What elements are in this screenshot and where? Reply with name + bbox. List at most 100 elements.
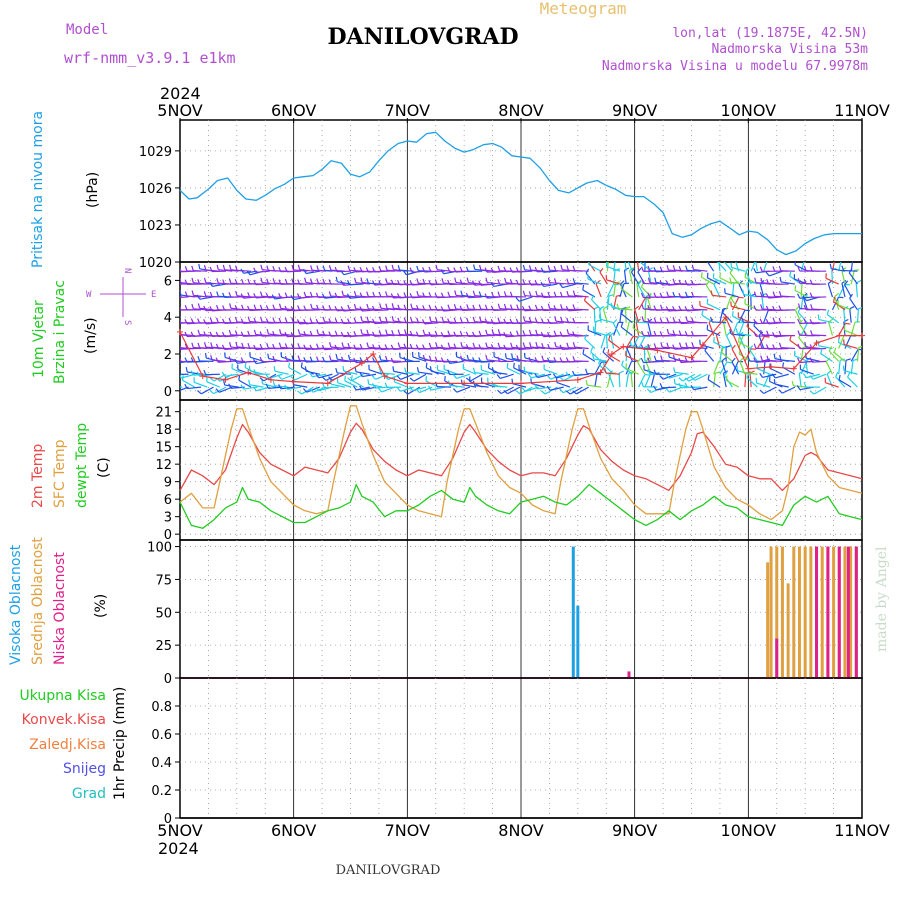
wind-barb-flag xyxy=(173,293,175,298)
wind-barb-flag xyxy=(739,357,744,362)
wind-barb xyxy=(838,341,852,350)
wind-barb-flag xyxy=(640,292,644,298)
wind-barb-flag xyxy=(572,356,576,362)
wind-barb-flag xyxy=(372,318,376,324)
wind-barb-flag xyxy=(637,357,642,363)
wind-barb xyxy=(212,359,227,362)
precip-panel: 0 0.2 0.4 0.6 0.8 xyxy=(151,677,863,827)
wind-barb xyxy=(630,373,633,388)
wind-barb-flag xyxy=(340,280,344,286)
wind-barb xyxy=(518,347,533,351)
wind-barb-flag xyxy=(503,266,507,272)
wind-barb xyxy=(318,296,333,299)
wind-barb-flag xyxy=(478,291,482,297)
wind-barb-flag xyxy=(216,291,219,297)
wind-barb xyxy=(828,321,834,336)
wind-barb-flag xyxy=(472,316,476,322)
wind-barb-flag xyxy=(736,365,739,371)
wind-barb-flag xyxy=(428,304,432,310)
wind-barb-flag xyxy=(602,359,606,365)
wind-barb xyxy=(456,373,471,379)
wind-barb xyxy=(374,309,389,312)
wind-barb-flag xyxy=(744,272,747,278)
mid-cloud-bar xyxy=(769,546,773,678)
wind-barb-flag xyxy=(416,317,419,323)
wind-barb xyxy=(706,262,715,272)
wind-barb xyxy=(831,268,846,272)
wind-barb-flag xyxy=(259,304,263,310)
wind-barb xyxy=(731,348,740,362)
wind-barb-flag xyxy=(479,264,482,271)
wind-barb-flag xyxy=(328,305,332,311)
wind-barb-flag xyxy=(440,357,444,363)
wind-barb-flag xyxy=(384,344,388,350)
wind-barb xyxy=(443,368,458,375)
wind-barb-flag xyxy=(209,389,215,395)
y-tick-label: 0 xyxy=(164,812,172,827)
wind-barb-flag xyxy=(528,317,532,323)
conv-rain-label: Konvek.Kisa xyxy=(22,712,106,728)
wind-barb-flag xyxy=(559,388,564,394)
wind-barb xyxy=(507,367,521,375)
wind-barb xyxy=(563,386,577,394)
wind-barb-flag xyxy=(397,280,401,286)
wind-barb-flag xyxy=(603,305,608,310)
wind-barb-flag xyxy=(347,318,351,324)
wind-barb-flag xyxy=(372,305,376,311)
wind-barb xyxy=(555,282,570,285)
wind-barb-flag xyxy=(453,303,457,310)
bottom-station-title: DANILOVGRAD xyxy=(336,863,441,878)
wind-barb-flag xyxy=(309,330,313,336)
wind-barb-flag xyxy=(180,290,182,296)
wind-barb-flag xyxy=(309,318,313,324)
wind-barb-flag xyxy=(415,388,420,394)
wind-barb-flag xyxy=(778,317,782,324)
wind-barb xyxy=(812,334,827,337)
wind-barb xyxy=(602,351,615,362)
wind-barb-flag xyxy=(466,354,470,360)
wind-barb-flag xyxy=(240,318,244,324)
wind-barb-flag xyxy=(459,266,463,272)
wind-barb-flag xyxy=(434,356,438,362)
wind-barb-flag xyxy=(309,356,313,362)
cloud-unit: (%) xyxy=(93,594,109,618)
wind-barb-flag xyxy=(309,278,313,284)
wind-barb xyxy=(412,386,427,392)
wind-barb xyxy=(393,360,408,364)
wind-barb-flag xyxy=(559,291,563,297)
wind-barb-flag xyxy=(540,267,544,273)
wind-barb xyxy=(599,318,614,324)
wind-barb-flag xyxy=(625,255,629,257)
low-cloud-bar xyxy=(826,546,830,678)
wind-barb-flag xyxy=(222,318,226,324)
wind-barb-flag xyxy=(366,291,369,297)
wind-barb-flag xyxy=(253,317,257,323)
wind-barb xyxy=(324,386,339,389)
wind-barb-flag xyxy=(422,292,426,298)
wind-barb xyxy=(812,347,827,350)
wind-barb xyxy=(200,386,214,395)
wind-barb xyxy=(674,371,689,375)
wind-barb xyxy=(725,296,732,311)
wind-barb-flag xyxy=(223,380,226,386)
wind-barb-flag xyxy=(534,357,538,363)
wind-barb xyxy=(820,353,833,362)
wind-barb-flag xyxy=(416,304,419,311)
wind-barb xyxy=(643,282,658,285)
wind-barb xyxy=(594,373,598,388)
wind-barb xyxy=(625,373,630,388)
wind-barb-flag xyxy=(353,344,357,350)
wind-barb-flag xyxy=(660,355,663,361)
wind-barb-flag xyxy=(534,373,539,378)
wind-barb xyxy=(726,379,739,388)
wind-barb-flag xyxy=(659,317,663,324)
wind-barb-flag xyxy=(265,292,269,298)
wind-barb xyxy=(662,359,677,362)
wind-barb-flag xyxy=(203,291,207,297)
wind-barb xyxy=(549,322,564,324)
wind-barb xyxy=(737,332,752,337)
wind-barb-flag xyxy=(273,366,276,372)
wind-barb-flag xyxy=(346,293,351,299)
wind-barb xyxy=(763,386,777,395)
wind-barb xyxy=(763,262,768,272)
